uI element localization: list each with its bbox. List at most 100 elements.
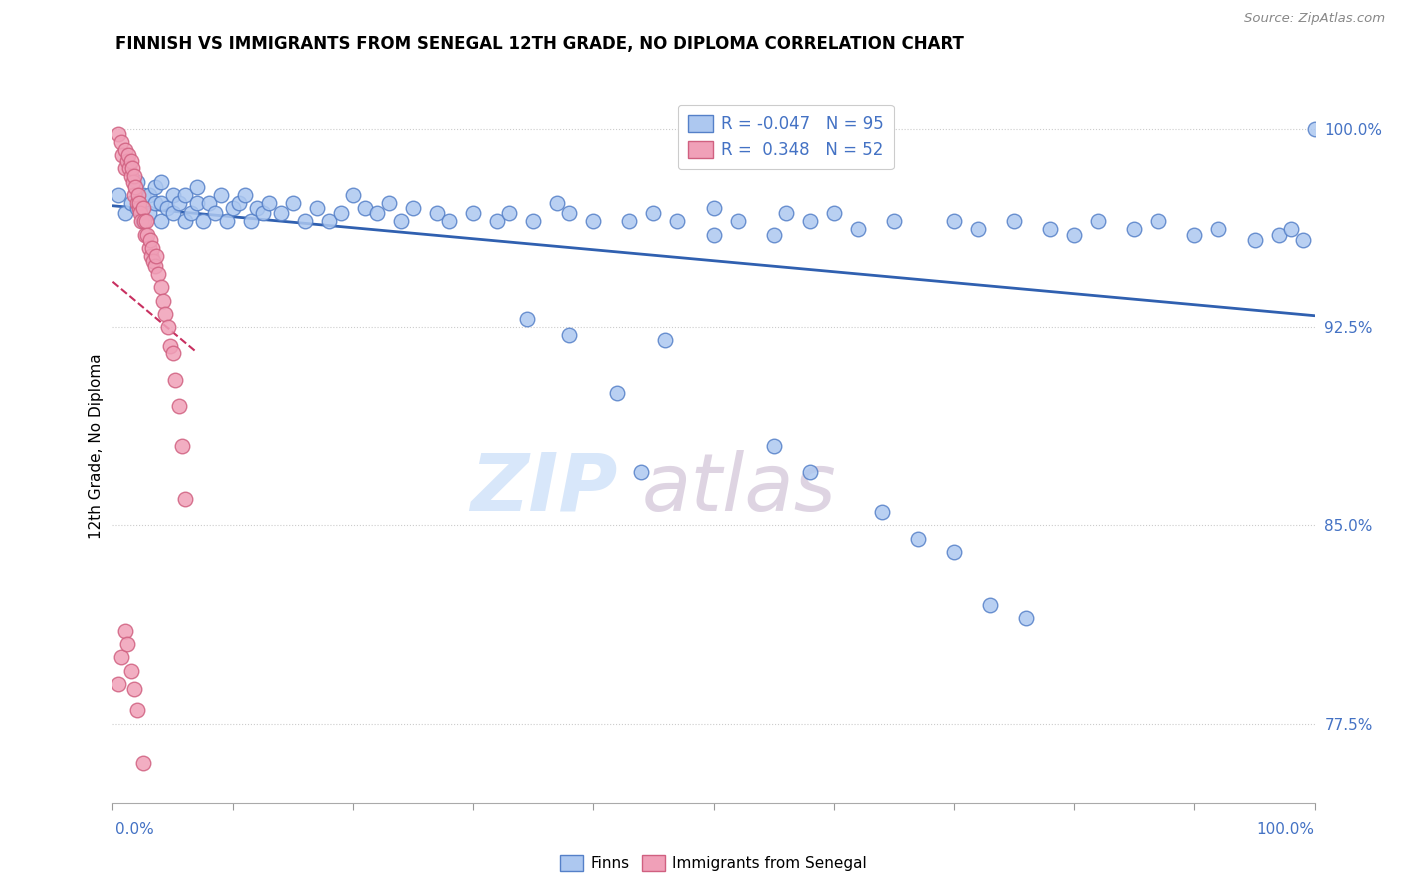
Point — [120, 153, 142, 168]
Point — [122, 188, 145, 202]
Point — [143, 195, 166, 210]
Point — [155, 201, 177, 215]
Point — [186, 195, 208, 210]
Point — [1243, 233, 1265, 247]
Point — [156, 320, 179, 334]
Point — [111, 148, 134, 162]
Point — [167, 400, 190, 414]
Point — [437, 214, 460, 228]
Point — [162, 346, 184, 360]
Point — [117, 148, 139, 162]
Point — [127, 188, 149, 202]
Point — [191, 214, 214, 228]
Point — [762, 439, 785, 453]
Point — [846, 222, 869, 236]
Point — [172, 439, 194, 453]
Point — [107, 188, 129, 202]
Point — [558, 206, 581, 220]
Point — [136, 227, 159, 242]
Point — [666, 214, 689, 228]
Point — [1063, 227, 1085, 242]
Text: atlas: atlas — [641, 450, 837, 528]
Point — [942, 214, 965, 228]
Point — [124, 180, 146, 194]
Point — [125, 175, 148, 189]
Point — [125, 195, 148, 210]
Point — [402, 201, 425, 215]
Point — [1147, 214, 1170, 228]
Point — [823, 206, 845, 220]
Point — [162, 188, 184, 202]
Point — [305, 201, 328, 215]
Point — [522, 214, 544, 228]
Point — [146, 267, 169, 281]
Point — [246, 201, 269, 215]
Text: 0.0%: 0.0% — [115, 822, 155, 837]
Point — [294, 214, 316, 228]
Point — [167, 195, 190, 210]
Point — [180, 206, 202, 220]
Point — [643, 206, 665, 220]
Point — [145, 249, 167, 263]
Point — [107, 677, 129, 691]
Point — [173, 214, 195, 228]
Text: Source: ZipAtlas.com: Source: ZipAtlas.com — [1244, 12, 1385, 25]
Point — [233, 188, 256, 202]
Point — [125, 703, 148, 717]
Point — [281, 195, 304, 210]
Point — [257, 195, 280, 210]
Point — [138, 188, 160, 202]
Point — [131, 201, 153, 215]
Point — [131, 188, 153, 202]
Point — [702, 227, 725, 242]
Point — [558, 328, 581, 343]
Point — [110, 650, 132, 665]
Point — [582, 214, 605, 228]
Point — [1291, 233, 1313, 247]
Point — [702, 201, 725, 215]
Point — [619, 214, 641, 228]
Point — [1123, 222, 1146, 236]
Point — [329, 206, 352, 220]
Point — [215, 214, 238, 228]
Point — [762, 227, 785, 242]
Point — [1015, 611, 1038, 625]
Point — [138, 206, 160, 220]
Legend: Finns, Immigrants from Senegal: Finns, Immigrants from Senegal — [554, 849, 873, 877]
Point — [135, 214, 157, 228]
Point — [342, 188, 364, 202]
Point — [799, 214, 821, 228]
Point — [239, 214, 262, 228]
Point — [1184, 227, 1206, 242]
Point — [162, 206, 184, 220]
Point — [138, 241, 160, 255]
Point — [606, 386, 628, 401]
Point — [354, 201, 377, 215]
Point — [143, 180, 166, 194]
Point — [942, 545, 965, 559]
Point — [149, 175, 172, 189]
Point — [318, 214, 340, 228]
Point — [1279, 222, 1302, 236]
Point — [128, 195, 150, 210]
Point — [907, 532, 929, 546]
Point — [270, 206, 292, 220]
Point — [1303, 121, 1326, 136]
Point — [486, 214, 509, 228]
Point — [1087, 214, 1109, 228]
Point — [252, 206, 274, 220]
Point — [115, 153, 138, 168]
Point — [799, 466, 821, 480]
Point — [118, 161, 141, 176]
Point — [967, 222, 990, 236]
Point — [727, 214, 749, 228]
Point — [131, 214, 153, 228]
Point — [197, 195, 219, 210]
Point — [1039, 222, 1062, 236]
Point — [139, 233, 162, 247]
Point — [149, 195, 172, 210]
Point — [516, 312, 538, 326]
Point — [125, 201, 148, 215]
Point — [775, 206, 797, 220]
Point — [870, 505, 893, 519]
